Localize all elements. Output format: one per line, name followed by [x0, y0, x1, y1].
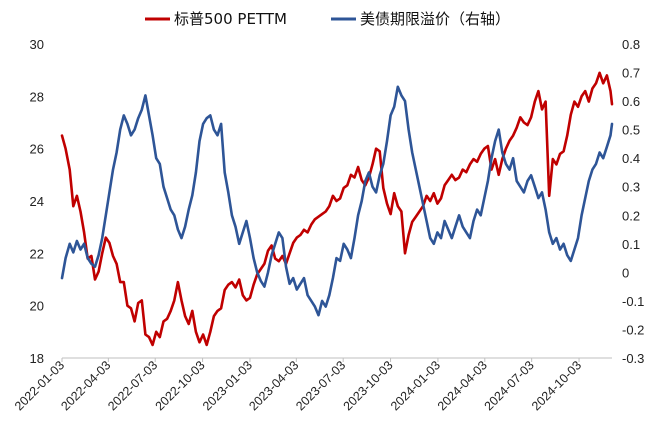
left-tick-label: 22 [30, 246, 44, 261]
x-tick-label: 2024-01-03 [388, 358, 443, 413]
legend-label-pe: 标普500 PETTM [174, 10, 287, 28]
left-tick-label: 28 [30, 89, 44, 104]
series-line-pe [60, 71, 614, 347]
right-tick-label: 0.5 [622, 123, 640, 138]
series-line-term-premium [60, 85, 614, 317]
right-tick-label: 0.6 [622, 94, 640, 109]
right-tick-label: 0.3 [622, 180, 640, 195]
x-tick-label: 2022-04-03 [58, 358, 113, 413]
right-tick-label: 0.2 [622, 208, 640, 223]
left-tick-label: 26 [30, 142, 44, 157]
right-tick-label: 0 [622, 265, 629, 280]
x-tick-label: 2022-10-03 [153, 358, 208, 413]
x-tick-label: 2024-07-03 [482, 358, 537, 413]
series-group [60, 71, 614, 347]
right-tick-label: 0.7 [622, 66, 640, 81]
legend: 标普500 PETTM 美债期限溢价（右轴） [145, 10, 510, 28]
x-tick-label: 2024-10-03 [529, 358, 584, 413]
left-tick-label: 20 [30, 299, 44, 314]
right-tick-label: -0.3 [622, 351, 644, 366]
left-tick-label: 30 [30, 37, 44, 52]
right-tick-label: 0.8 [622, 37, 640, 52]
x-tick-label: 2023-04-03 [246, 358, 301, 413]
x-tick-label: 2023-10-03 [341, 358, 396, 413]
right-tick-label: 0.1 [622, 237, 640, 252]
x-tick-label: 2022-07-03 [105, 358, 160, 413]
left-tick-label: 24 [30, 194, 44, 209]
axes: 2022-01-032022-04-032022-07-032022-10-03… [12, 37, 644, 413]
right-tick-label: -0.2 [622, 322, 644, 337]
x-tick-label: 2023-07-03 [293, 358, 348, 413]
right-tick-label: 0.4 [622, 151, 640, 166]
legend-label-term-premium: 美债期限溢价（右轴） [360, 10, 510, 28]
right-tick-label: -0.1 [622, 294, 644, 309]
left-tick-label: 18 [30, 351, 44, 366]
x-tick-label: 2024-04-03 [435, 358, 490, 413]
